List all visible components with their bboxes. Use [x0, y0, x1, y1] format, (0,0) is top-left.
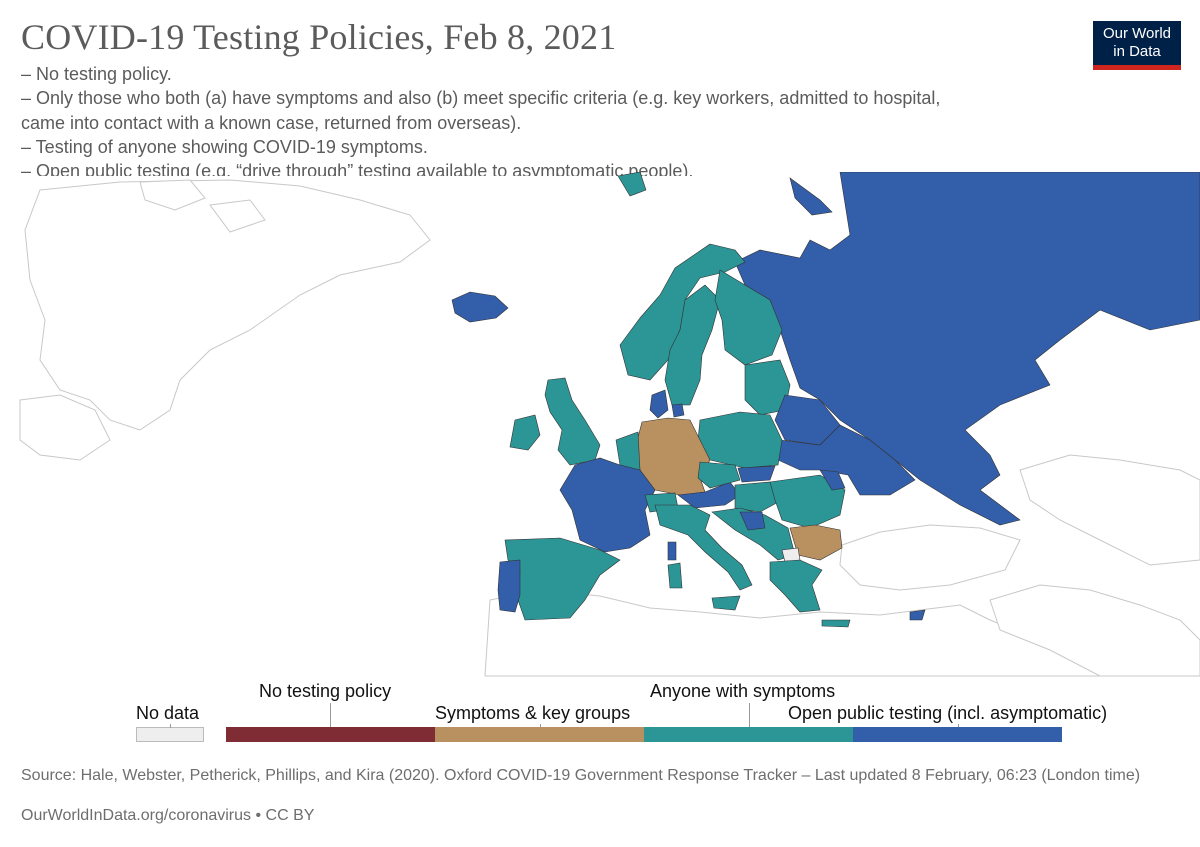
legend-tick — [170, 724, 171, 728]
greenland-region — [24, 179, 431, 431]
region-poland — [697, 411, 783, 469]
region-svalbard — [617, 172, 647, 197]
chart-subtitle: – No testing policy. – Only those who bo… — [21, 62, 1091, 176]
legend-swatch-anyone-symptoms[interactable] — [644, 727, 853, 742]
caucasus-region — [1019, 454, 1200, 566]
region-finland — [714, 269, 783, 366]
turkey-region — [839, 524, 1021, 591]
region-cyprus — [909, 609, 926, 621]
legend-tick — [330, 703, 331, 727]
region-czechia — [697, 461, 741, 489]
chart-title: COVID-19 Testing Policies, Feb 8, 2021 — [21, 17, 617, 57]
legend-tick — [958, 724, 959, 728]
legend-label-anyone-symptoms: Anyone with symptoms — [650, 681, 836, 701]
region-russia — [734, 172, 1200, 526]
region-ireland — [509, 414, 541, 451]
region-sardinia — [667, 562, 683, 589]
legend-swatch-open-public[interactable] — [853, 727, 1062, 742]
subtitle-line: – Testing of anyone showing COVID-19 sym… — [21, 136, 428, 157]
region-hungary — [734, 481, 783, 513]
legend-label-no-data: No data — [136, 703, 200, 723]
region-corsica — [667, 541, 677, 561]
legend-tick — [749, 703, 750, 727]
arctic-island-1 — [139, 179, 206, 211]
region-iceland — [451, 291, 509, 323]
region-serbia — [739, 511, 766, 531]
legend-swatch-symptoms-key-groups[interactable] — [435, 727, 644, 742]
logo-text-line1: Our World — [1102, 25, 1172, 42]
legend-swatch-no-data[interactable] — [136, 727, 204, 742]
region-france — [559, 457, 656, 553]
region-crete — [821, 619, 851, 628]
region-italy — [654, 504, 753, 591]
legend-label-open-public: Open public testing (incl. asymptomatic) — [788, 703, 1108, 723]
region-greece — [769, 559, 823, 613]
subtitle-line: came into contact with a known case, ret… — [21, 112, 522, 133]
region-benelux — [615, 431, 641, 471]
europe-map[interactable] — [0, 172, 1200, 677]
region-denmark — [649, 389, 669, 419]
region-moldova — [819, 469, 846, 491]
subtitle-line: – Open public testing (e.g. “drive throu… — [21, 161, 694, 176]
source-note: Source: Hale, Webster, Petherick, Philli… — [21, 767, 1141, 784]
region-uk — [544, 377, 601, 466]
region-novaya-zemlya — [789, 177, 833, 216]
region-sicily — [711, 595, 741, 611]
region-portugal — [497, 559, 521, 613]
region-ukraine — [777, 424, 916, 496]
logo-text-line2: in Data — [1113, 43, 1161, 60]
canada-region — [19, 394, 111, 461]
legend-label-symptoms-key-groups: Symptoms & key groups — [435, 703, 631, 723]
license-link[interactable]: OurWorldInData.org/coronavirus • CC BY — [21, 807, 315, 824]
region-denmark-island — [671, 403, 685, 418]
subtitle-line: – No testing policy. — [21, 64, 172, 84]
legend-label-no-testing: No testing policy — [259, 681, 392, 701]
owid-logo[interactable]: Our World in Data — [1093, 21, 1181, 70]
legend-tick — [540, 724, 541, 728]
legend-swatch-no-testing[interactable] — [226, 727, 435, 742]
region-norway — [619, 243, 746, 381]
region-slovakia — [737, 465, 776, 483]
subtitle-line: – Only those who both (a) have symptoms … — [21, 88, 941, 109]
middle-east-region — [989, 584, 1200, 677]
arctic-island-2 — [209, 199, 266, 233]
